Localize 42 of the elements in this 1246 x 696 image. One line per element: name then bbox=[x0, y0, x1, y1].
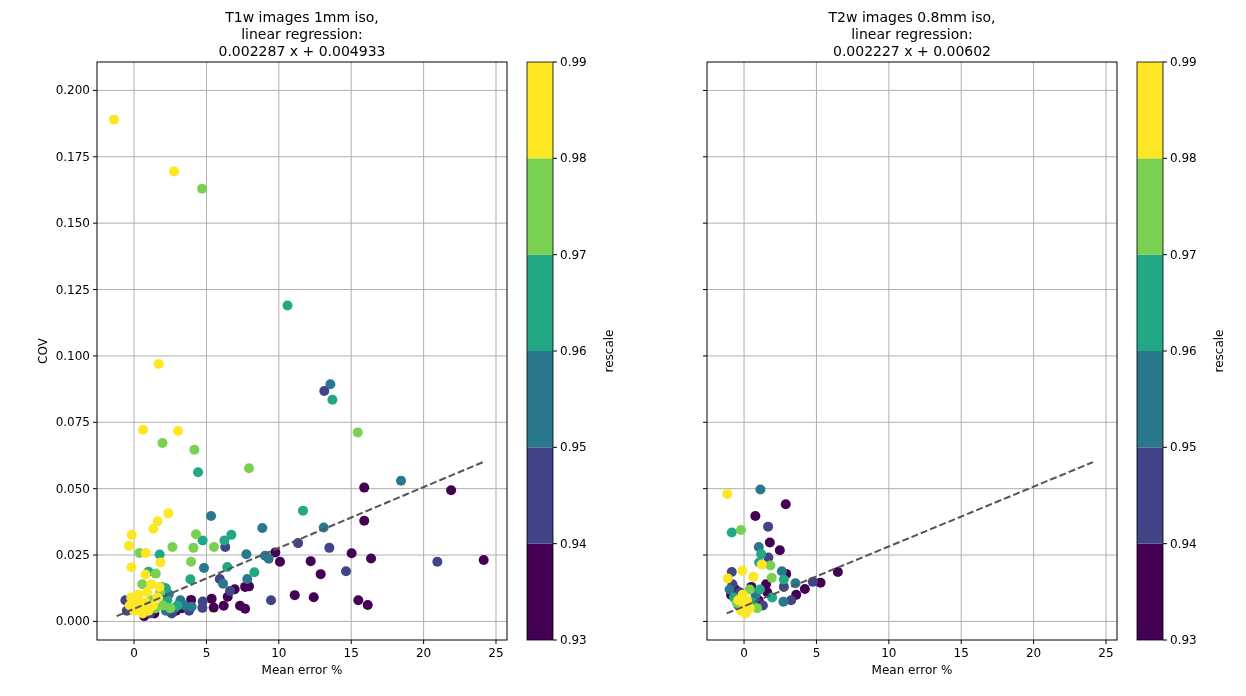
y-tick-label: 0.175 bbox=[55, 149, 90, 164]
x-tick-label: 20 bbox=[1025, 646, 1042, 660]
color-bar-title: rescale bbox=[1212, 329, 1226, 373]
x-tick-label: 0 bbox=[740, 646, 748, 660]
x-tick-label: 10 bbox=[881, 646, 897, 660]
x-tick-label: 10 bbox=[271, 646, 287, 660]
color-bar-label: 0.93 bbox=[1170, 633, 1197, 647]
chart-title: T1w images 1mm iso, linear regression: 0.002287 x + 0.004933 bbox=[218, 9, 386, 59]
y-tick-label: 0.150 bbox=[55, 216, 90, 231]
x-tick-label: 5 bbox=[812, 646, 821, 660]
color-bar-label: 0.93 bbox=[560, 633, 587, 647]
x-tick-label: 25 bbox=[1098, 646, 1114, 660]
y-tick-label: 0.100 bbox=[55, 348, 90, 363]
color-bar-label: 0.97 bbox=[1170, 247, 1197, 262]
color-bar-label: 0.96 bbox=[560, 344, 587, 358]
x-tick-label: 20 bbox=[415, 646, 432, 660]
x-tick-label: 15 bbox=[343, 646, 359, 660]
color-bar-label: 0.94 bbox=[1170, 536, 1197, 551]
y-axis-title: COV bbox=[36, 337, 50, 364]
y-tick-label: 0.200 bbox=[55, 83, 90, 98]
color-bar-label: 0.94 bbox=[560, 536, 587, 551]
x-axis-title: Mean error % bbox=[871, 663, 953, 677]
color-bar-label: 0.99 bbox=[1170, 55, 1197, 69]
x-tick-label: 15 bbox=[953, 646, 969, 660]
y-tick-label: 0.050 bbox=[55, 481, 90, 496]
color-bar-label: 0.98 bbox=[560, 151, 587, 166]
y-tick-label: 0.025 bbox=[55, 548, 90, 563]
chart-title: T2w images 0.8mm iso, linear regression: 0.002227 x + 0.00602 bbox=[827, 9, 996, 59]
color-bar-label: 0.95 bbox=[1170, 440, 1197, 455]
x-tick-label: 0 bbox=[130, 646, 138, 660]
x-tick-label: 5 bbox=[202, 646, 211, 660]
color-bar-label: 0.96 bbox=[1170, 344, 1197, 358]
x-tick-label: 25 bbox=[488, 646, 504, 660]
color-bar-label: 0.98 bbox=[1170, 151, 1197, 166]
color-bar-label: 0.97 bbox=[560, 247, 587, 262]
x-axis-title: Mean error % bbox=[261, 663, 343, 677]
y-tick-label: 0.000 bbox=[55, 614, 90, 629]
color-bar-title: rescale bbox=[602, 329, 616, 373]
color-bar-label: 0.95 bbox=[560, 440, 587, 455]
y-tick-label: 0.125 bbox=[55, 282, 90, 297]
color-bar-label: 0.99 bbox=[560, 55, 587, 69]
y-tick-label: 0.075 bbox=[55, 415, 90, 430]
